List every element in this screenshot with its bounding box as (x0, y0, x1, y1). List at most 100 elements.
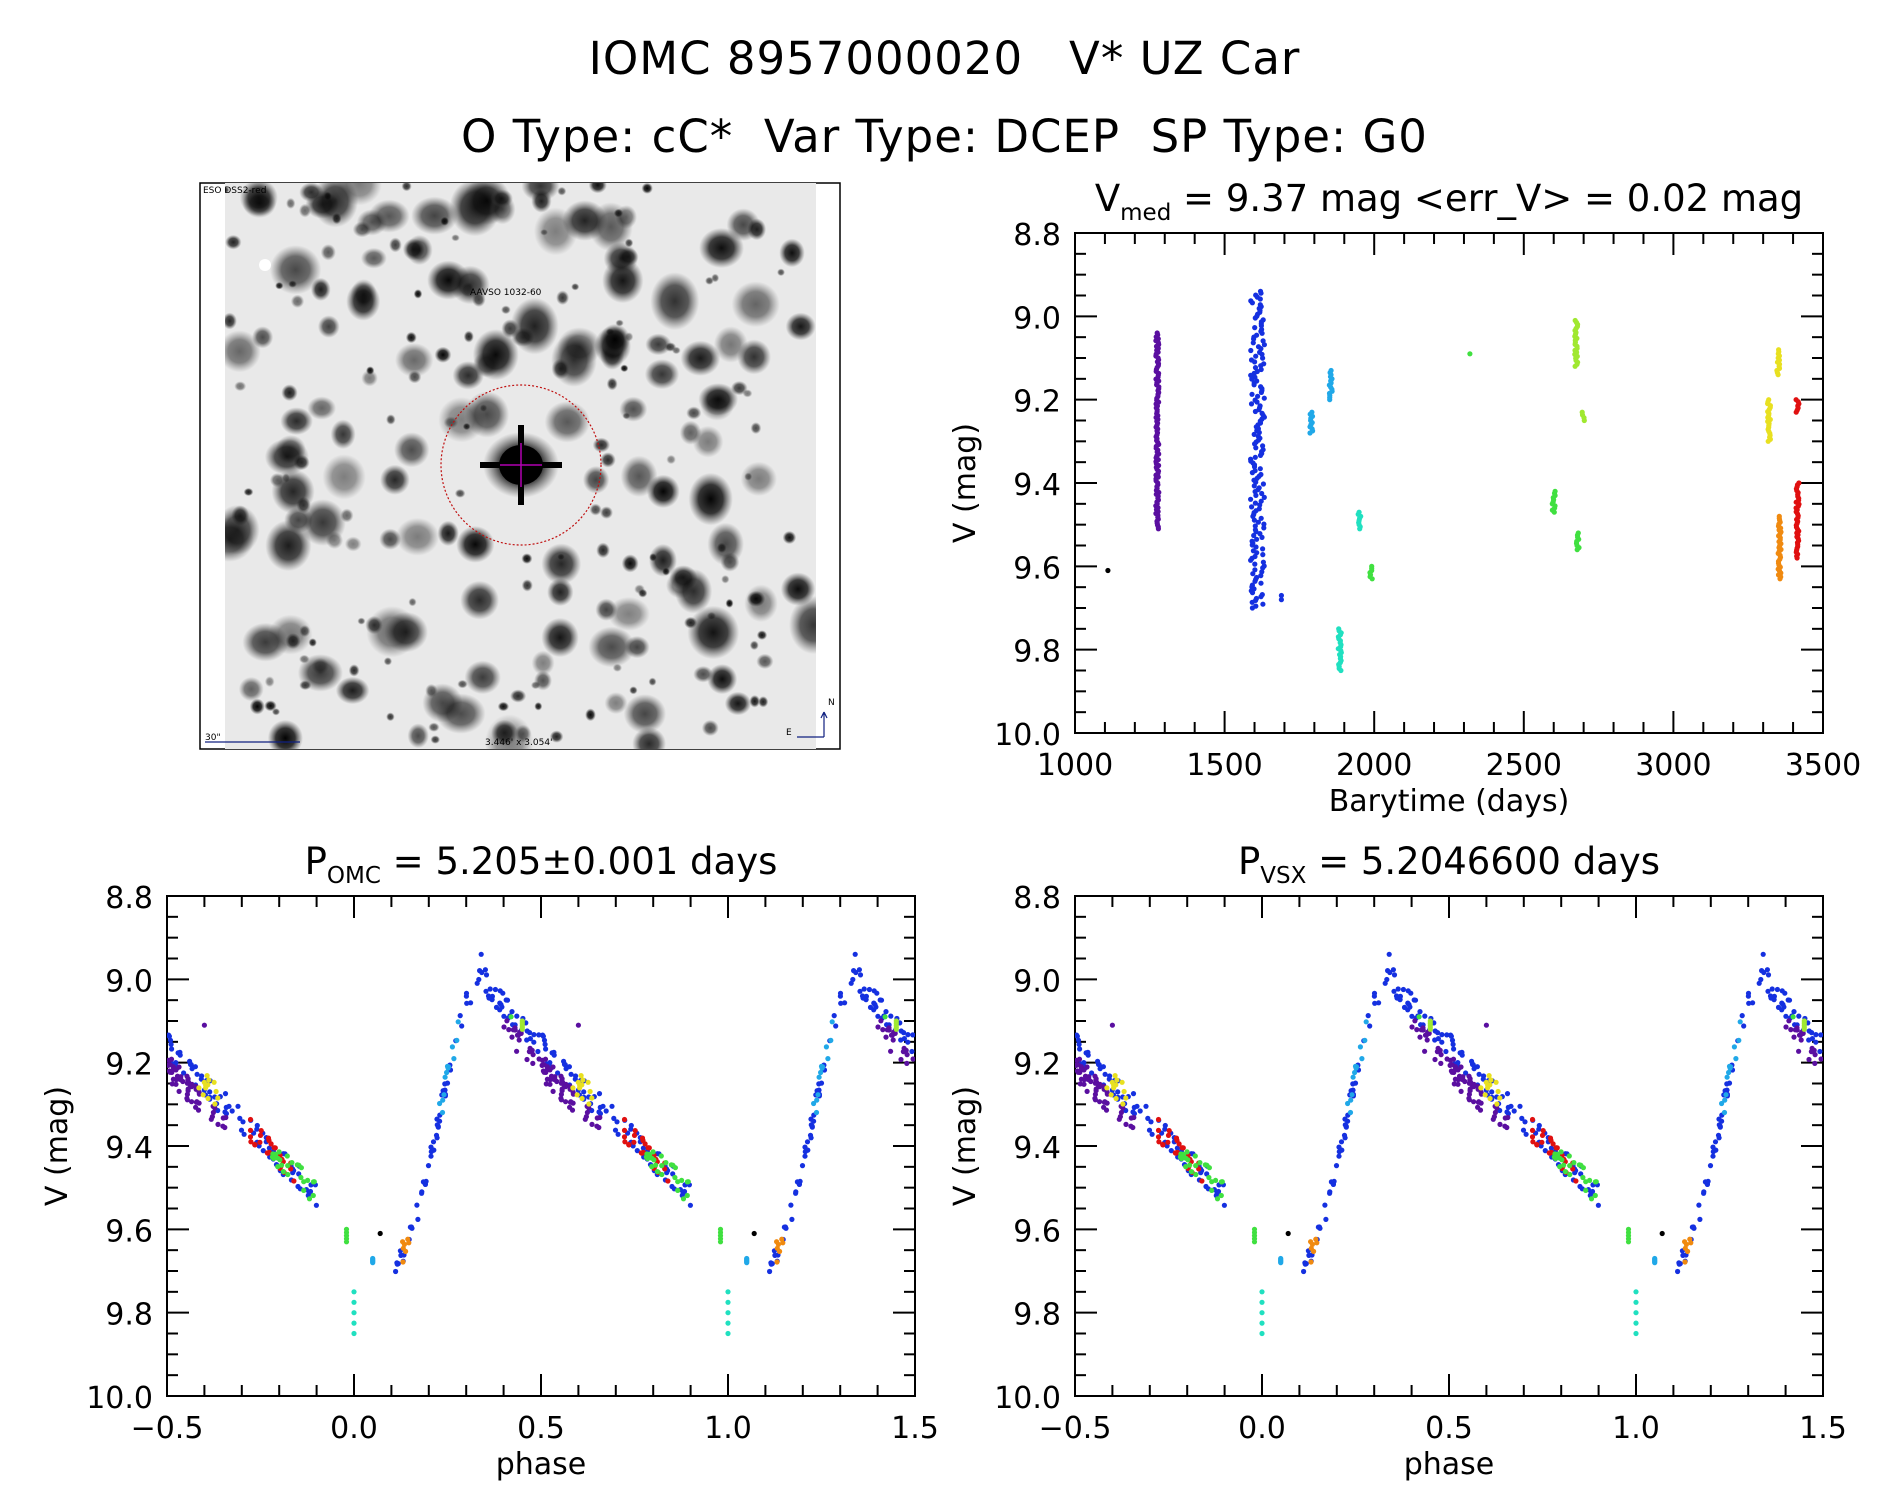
data-point (645, 1145, 651, 1151)
background-star (541, 617, 579, 658)
data-point (582, 1116, 588, 1122)
data-point (1485, 1085, 1491, 1091)
data-point (1260, 601, 1266, 607)
data-point (482, 967, 488, 973)
background-star (534, 670, 552, 691)
data-point (1258, 594, 1264, 600)
data-point (541, 1069, 547, 1075)
data-point (266, 1145, 272, 1151)
data-point (1548, 1145, 1554, 1151)
data-point (1259, 490, 1265, 497)
data-point (298, 1174, 304, 1181)
data-point (1550, 1141, 1556, 1147)
data-point (454, 1037, 460, 1043)
data-point (622, 1139, 628, 1145)
data-point (1258, 580, 1264, 586)
data-point (1331, 1178, 1337, 1184)
data-point (1478, 1085, 1484, 1091)
data-point (1121, 1088, 1127, 1095)
background-star (521, 579, 533, 592)
data-point (1400, 986, 1406, 993)
data-point (1338, 667, 1344, 674)
data-point (744, 1260, 750, 1266)
data-point (1557, 1164, 1563, 1170)
data-point (526, 1049, 533, 1055)
thumbnail-scale-label: 30" (205, 733, 221, 743)
background-star (497, 701, 510, 712)
background-star (405, 331, 417, 344)
data-point (1724, 1081, 1730, 1087)
data-point (540, 1033, 547, 1039)
data-point (1567, 1171, 1573, 1178)
y-axis-label: V (mag) (948, 423, 983, 543)
data-point (1551, 509, 1557, 515)
data-point (1716, 1122, 1722, 1128)
data-point (455, 1019, 461, 1025)
data-point (904, 1052, 910, 1058)
data-point (1786, 1018, 1792, 1024)
data-point (769, 1261, 775, 1267)
background-star (521, 183, 560, 202)
data-point (1248, 496, 1254, 502)
data-point (285, 1171, 291, 1178)
data-point (1726, 1063, 1733, 1069)
data-point (307, 1188, 314, 1195)
data-point (1257, 452, 1264, 458)
data-point (415, 1216, 421, 1222)
data-point (492, 986, 498, 993)
data-point (1481, 1073, 1487, 1079)
data-point (910, 1032, 915, 1038)
data-point (1566, 1153, 1572, 1159)
data-point (483, 972, 490, 978)
data-point (1179, 1155, 1185, 1162)
data-point (1308, 1239, 1314, 1245)
data-point (1252, 567, 1258, 573)
data-point (1595, 1202, 1601, 1208)
data-point (1769, 986, 1775, 992)
data-point (860, 994, 866, 1000)
data-point (1796, 1032, 1803, 1038)
data-point (1253, 492, 1259, 498)
data-point (1534, 1141, 1540, 1148)
y-tick-label: 9.8 (105, 1298, 153, 1333)
data-point (530, 1052, 536, 1058)
data-point (1359, 1056, 1365, 1062)
data-point (1536, 1126, 1542, 1132)
data-point (645, 1155, 651, 1162)
data-point (1249, 605, 1255, 611)
data-point (684, 1192, 690, 1199)
data-point (1134, 1103, 1140, 1109)
data-point (1097, 1081, 1103, 1087)
data-point (351, 1320, 357, 1326)
data-point (1308, 1259, 1314, 1265)
data-point (1495, 1088, 1501, 1095)
data-point (1197, 1160, 1203, 1166)
data-point (793, 1189, 799, 1195)
data-point (1221, 1202, 1227, 1208)
background-star (434, 346, 452, 363)
data-point (614, 1119, 620, 1125)
background-star (452, 361, 484, 390)
background-star (622, 412, 631, 420)
data-point (1259, 1320, 1265, 1326)
background-star (629, 686, 638, 695)
data-point (1409, 1013, 1415, 1019)
data-point (544, 1076, 551, 1082)
background-star (509, 689, 527, 703)
chart-title: Vmed = 9.37 mag <err_V> = 0.02 mag (1095, 177, 1803, 226)
data-point (638, 1150, 644, 1156)
data-point (1483, 1022, 1489, 1028)
data-point (1801, 1026, 1807, 1032)
data-point (1592, 1179, 1598, 1185)
data-point (442, 1087, 448, 1093)
data-point (833, 1023, 839, 1029)
background-star (238, 676, 264, 702)
data-point (909, 1048, 915, 1055)
data-point (867, 1004, 874, 1011)
y-tick-label: 9.4 (105, 1131, 153, 1166)
data-point (888, 1013, 894, 1019)
data-point (573, 1073, 579, 1079)
data-point (1416, 1014, 1422, 1020)
data-point (1145, 1115, 1151, 1121)
data-point (1303, 1261, 1309, 1267)
